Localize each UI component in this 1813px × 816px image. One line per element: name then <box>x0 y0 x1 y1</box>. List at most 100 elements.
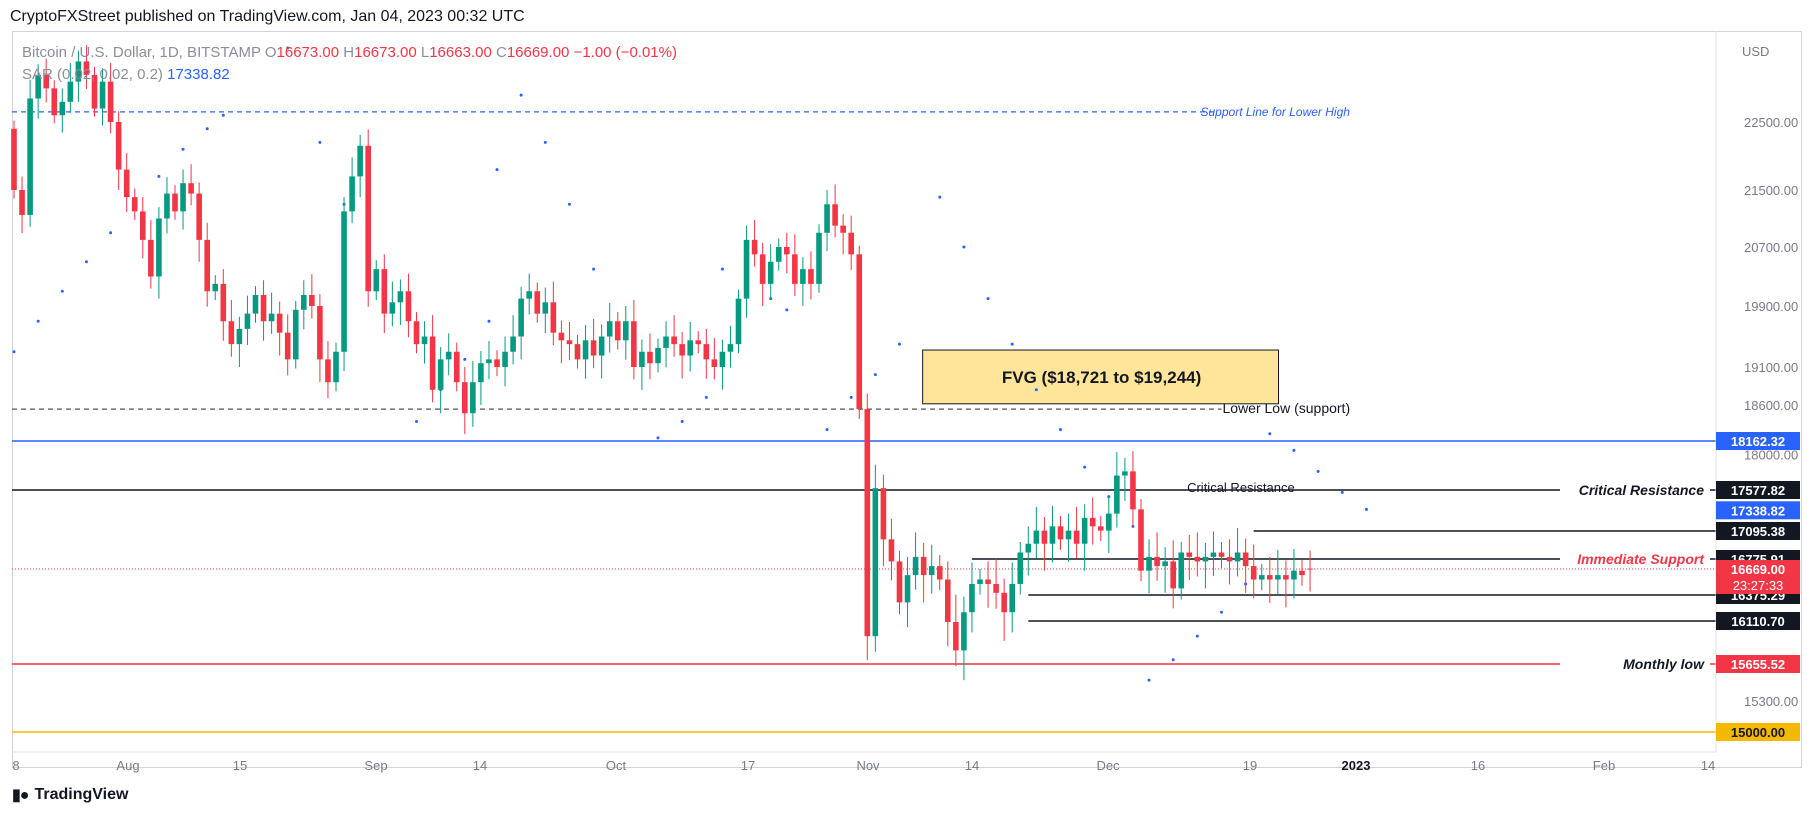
candle-body <box>301 294 307 310</box>
price-badge: 15655.52 <box>1731 657 1785 672</box>
sar-dot <box>36 319 40 323</box>
candle-body <box>800 269 806 284</box>
sar-dot <box>495 168 499 172</box>
candle-body <box>558 332 565 341</box>
price-unit: USD <box>1742 44 1769 59</box>
close-value: 16669.00 <box>506 44 570 61</box>
candle-body <box>220 283 227 322</box>
candle-body <box>67 81 74 102</box>
candle-body <box>719 351 726 367</box>
candle-body <box>510 336 516 352</box>
candle-body <box>276 313 283 333</box>
level-label-bg <box>1560 655 1710 673</box>
candle-body <box>775 247 782 262</box>
candle-body <box>140 211 146 240</box>
sar-dot <box>60 289 64 293</box>
sar-dot <box>704 395 708 399</box>
candle-body <box>655 347 661 364</box>
sar-dot <box>84 260 88 264</box>
candle-body <box>405 291 412 322</box>
candle-body <box>123 169 130 198</box>
candle-body <box>260 294 267 322</box>
candle-body <box>727 344 734 352</box>
candle-body <box>397 291 404 303</box>
sar-dot <box>825 428 829 432</box>
candle-body <box>131 197 138 212</box>
sar-price-badge-bg <box>1716 501 1800 520</box>
price-tick: 18000.00 <box>1744 448 1798 463</box>
sar-dot <box>938 195 942 199</box>
critical-resistance-annotation: Critical Resistance <box>1187 480 1295 495</box>
sar-dot <box>181 147 185 151</box>
candle-body <box>518 298 524 337</box>
sar-dot <box>487 319 491 323</box>
candle-body <box>695 340 702 345</box>
candle-body <box>1001 592 1007 613</box>
candle-body <box>252 294 259 314</box>
candle-body <box>647 351 653 364</box>
candle-body <box>19 190 25 215</box>
sar-dot <box>463 357 467 361</box>
sar-dot <box>519 93 523 97</box>
publisher-header: CryptoFXStreet published on TradingView.… <box>10 8 525 25</box>
candle-body <box>1122 471 1128 476</box>
sar-dot <box>543 140 547 144</box>
price-badge-bg <box>1716 481 1800 499</box>
price-tick: 15300.00 <box>1744 694 1798 709</box>
candle-body <box>1033 530 1040 544</box>
price-badge-bg <box>1716 612 1800 630</box>
price-badge: 18162.32 <box>1731 434 1785 449</box>
time-tick: Sep <box>364 758 387 773</box>
tradingview-logo[interactable]: ▮● TradingView <box>12 785 128 805</box>
sar-dot <box>873 373 877 377</box>
candle-body <box>172 193 178 212</box>
candle-body <box>735 298 742 345</box>
candle-body <box>244 313 251 329</box>
candle-body <box>1194 556 1201 562</box>
support-line-label: Support Line for Lower High <box>1201 105 1351 119</box>
time-tick: Nov <box>856 758 880 773</box>
candle-body <box>872 488 879 637</box>
sar-dot <box>656 436 660 440</box>
level-label: Critical Resistance <box>1579 482 1704 498</box>
candle-body <box>284 332 291 360</box>
ohlc-legend: Bitcoin / U.S. Dollar, 1D, BITSTAMP O166… <box>22 44 677 61</box>
candle-body <box>236 328 243 345</box>
sar-dot <box>1034 388 1038 392</box>
candle-body <box>550 302 557 333</box>
candle-body <box>389 302 396 314</box>
sar-dot <box>1292 448 1296 452</box>
candle-body <box>357 145 363 177</box>
candle-body <box>1130 471 1136 510</box>
sar-dot <box>849 395 853 399</box>
candle-body <box>864 409 871 637</box>
level-label: Immediate Support <box>1577 551 1705 567</box>
candle-body <box>59 101 66 116</box>
sar-dot <box>567 202 571 206</box>
sar-dot <box>1268 432 1272 436</box>
low-label: L <box>420 44 430 61</box>
candle-body <box>421 336 428 345</box>
fvg-label: FVG ($18,721 to $19,244) <box>1002 368 1201 387</box>
candle-body <box>1017 552 1024 584</box>
current-price-badge: 16669.00 <box>1731 562 1785 577</box>
change-value: −1.00 (−0.01%) <box>573 44 677 61</box>
candle-body <box>961 612 967 651</box>
candle-body <box>751 239 758 255</box>
price-tick: 18600.00 <box>1744 398 1798 413</box>
candle-body <box>1146 556 1152 571</box>
candle-body <box>212 283 219 292</box>
sar-dot <box>221 113 225 117</box>
candle-body <box>1057 526 1064 540</box>
candle-body <box>486 359 492 364</box>
candle-body <box>526 291 532 299</box>
candle-body <box>1041 530 1048 544</box>
candle-body <box>1226 556 1233 562</box>
candle-body <box>856 254 863 410</box>
candle-body <box>679 344 685 356</box>
candle-body <box>687 340 693 356</box>
candle-body <box>35 74 41 99</box>
time-tick: 14 <box>1701 758 1715 773</box>
candle-body <box>1210 552 1217 557</box>
